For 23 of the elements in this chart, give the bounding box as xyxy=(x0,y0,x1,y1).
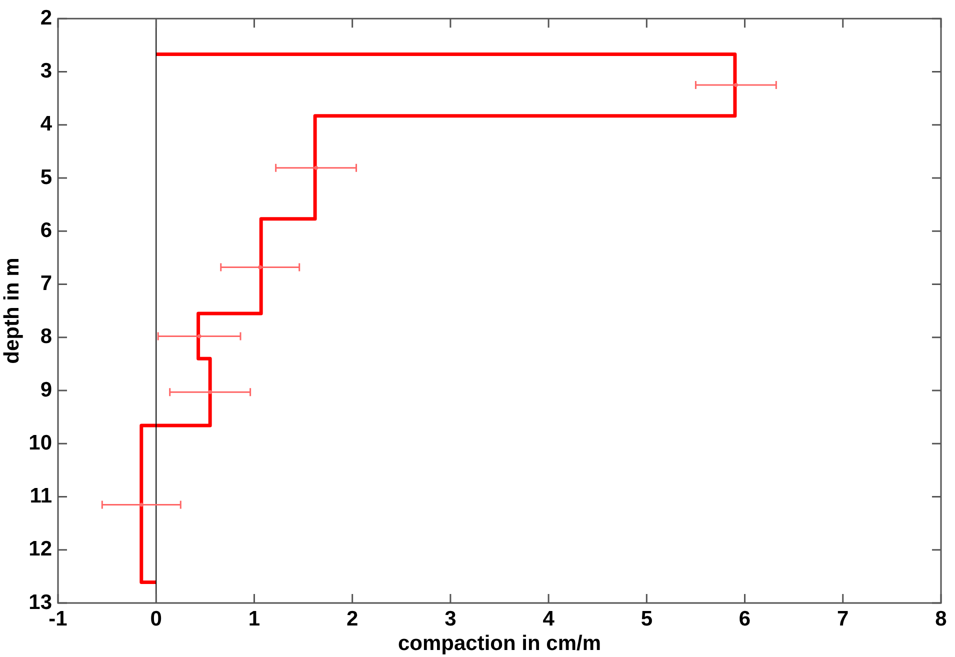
y-tick-label: 4 xyxy=(40,112,52,136)
x-tick-label: 1 xyxy=(248,607,260,630)
x-tick-label: 7 xyxy=(837,607,849,630)
y-tick-label: 12 xyxy=(28,538,52,561)
x-tick-label: 8 xyxy=(935,607,948,630)
y-tick-label: 11 xyxy=(30,484,52,508)
y-tick-label: 7 xyxy=(40,272,52,296)
y-tick-label: 10 xyxy=(28,431,52,454)
y-axis-title: depth in m xyxy=(0,258,24,364)
y-tick-label: 6 xyxy=(40,218,52,242)
y-tick-label: 5 xyxy=(40,166,52,189)
y-tick-label: 3 xyxy=(40,60,52,83)
y-tick-label: 8 xyxy=(40,325,52,348)
x-tick-label: 5 xyxy=(640,607,653,630)
y-tick-label: 2 xyxy=(40,6,52,30)
y-tick-label: 13 xyxy=(28,590,52,614)
x-axis-title: compaction in cm/m xyxy=(398,632,602,656)
x-tick-label: 2 xyxy=(346,607,358,630)
y-tick-label: 9 xyxy=(40,378,52,402)
x-tick-label: 0 xyxy=(150,607,162,630)
x-tick-label: 4 xyxy=(542,607,555,630)
x-tick-label: 6 xyxy=(738,607,751,630)
x-tick-label: 3 xyxy=(444,607,456,630)
